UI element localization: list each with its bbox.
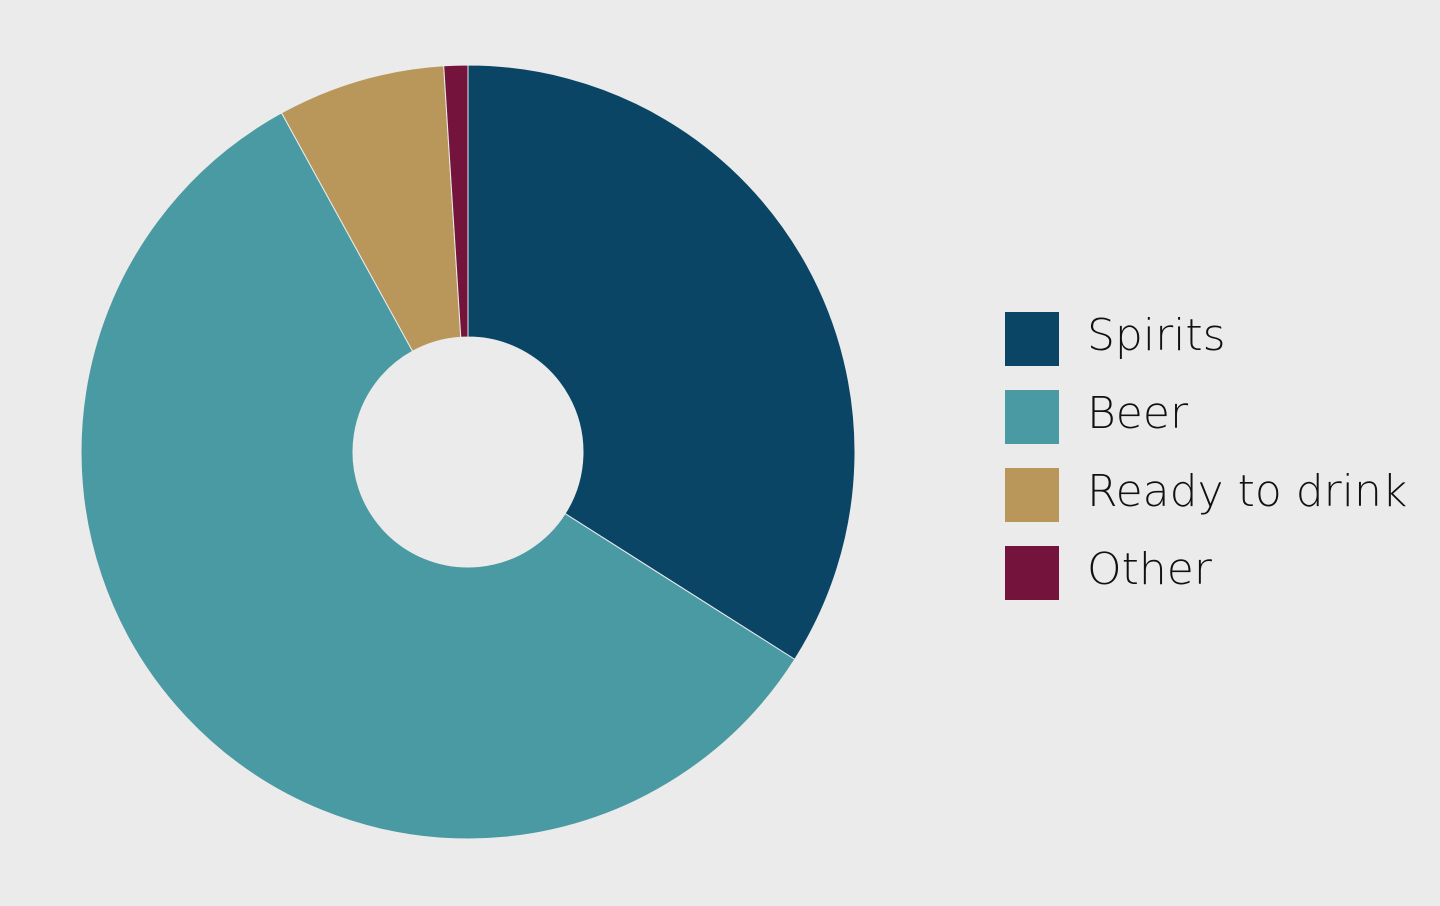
legend-swatch [1005, 312, 1059, 366]
legend-swatch [1005, 546, 1059, 600]
donut-slice [280, 65, 462, 352]
legend-swatch [1005, 390, 1059, 444]
donut-slice [80, 112, 796, 840]
donut-slice [467, 64, 856, 661]
legend-label: Spirits [1087, 310, 1226, 361]
legend-label: Ready to drink [1087, 466, 1407, 517]
legend-swatch [1005, 468, 1059, 522]
legend-label: Other [1087, 544, 1213, 595]
donut-slice [443, 64, 469, 338]
legend-label: Beer [1087, 388, 1189, 439]
